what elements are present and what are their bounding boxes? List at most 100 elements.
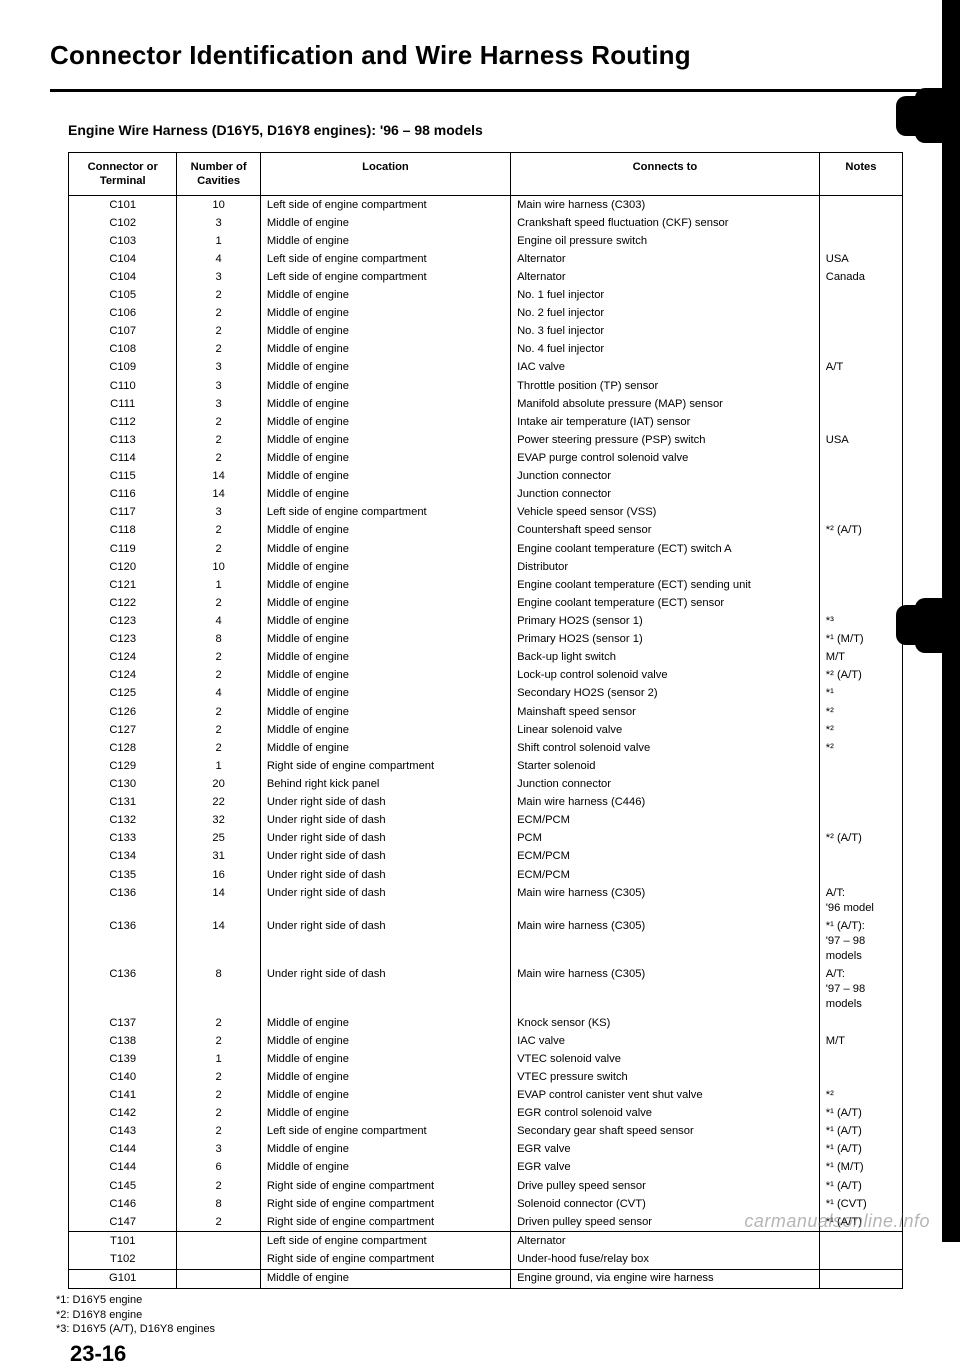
table-cell: Main wire harness (C446) bbox=[511, 794, 820, 812]
section-subtitle: Engine Wire Harness (D16Y5, D16Y8 engine… bbox=[68, 122, 920, 138]
table-cell: 10 bbox=[177, 558, 260, 576]
table-cell: 1 bbox=[177, 757, 260, 775]
table-row: C1242Middle of engineLock-up control sol… bbox=[69, 667, 903, 685]
table-cell: C131 bbox=[69, 794, 177, 812]
table-cell: 10 bbox=[177, 196, 260, 215]
th-connector: Connector or Terminal bbox=[69, 153, 177, 196]
table-row: C1282Middle of engineShift control solen… bbox=[69, 739, 903, 757]
table-cell: *¹ bbox=[819, 685, 902, 703]
table-cell: Middle of engine bbox=[260, 613, 510, 631]
table-cell bbox=[819, 594, 902, 612]
table-row: C1422Middle of engineEGR control solenoi… bbox=[69, 1105, 903, 1123]
table-cell: *¹ (A/T) bbox=[819, 1123, 902, 1141]
table-cell: C105 bbox=[69, 287, 177, 305]
table-cell bbox=[819, 468, 902, 486]
table-row: C1192Middle of engineEngine coolant temp… bbox=[69, 540, 903, 558]
table-cell: Middle of engine bbox=[260, 431, 510, 449]
table-cell: 14 bbox=[177, 468, 260, 486]
table-cell: 4 bbox=[177, 685, 260, 703]
table-cell: C109 bbox=[69, 359, 177, 377]
table-cell: Middle of engine bbox=[260, 323, 510, 341]
table-cell: Middle of engine bbox=[260, 1032, 510, 1050]
table-cell: Left side of engine compartment bbox=[260, 196, 510, 215]
table-row: C13431Under right side of dashECM/PCM bbox=[69, 848, 903, 866]
table-cell: C134 bbox=[69, 848, 177, 866]
table-cell: C121 bbox=[69, 576, 177, 594]
footnote-1: *1: D16Y5 engine bbox=[56, 1293, 920, 1308]
table-cell: 2 bbox=[177, 323, 260, 341]
table-cell: Main wire harness (C303) bbox=[511, 196, 820, 215]
table-row: C1452Right side of engine compartmentDri… bbox=[69, 1177, 903, 1195]
table-cell: Middle of engine bbox=[260, 685, 510, 703]
footnote-3: *3: D16Y5 (A/T), D16Y8 engines bbox=[56, 1322, 920, 1337]
table-cell: Middle of engine bbox=[260, 1050, 510, 1068]
table-cell: C115 bbox=[69, 468, 177, 486]
table-cell: Behind right kick panel bbox=[260, 776, 510, 794]
table-row: G101Middle of engineEngine ground, via e… bbox=[69, 1269, 903, 1288]
table-cell: 1 bbox=[177, 576, 260, 594]
table-cell bbox=[819, 757, 902, 775]
table-cell: Alternator bbox=[511, 250, 820, 268]
table-cell: Vehicle speed sensor (VSS) bbox=[511, 504, 820, 522]
table-cell: 14 bbox=[177, 884, 260, 917]
table-cell: 3 bbox=[177, 214, 260, 232]
table-cell: No. 2 fuel injector bbox=[511, 305, 820, 323]
table-cell bbox=[819, 395, 902, 413]
table-row: C11514Middle of engineJunction connector bbox=[69, 468, 903, 486]
table-cell: ECM/PCM bbox=[511, 812, 820, 830]
table-row: C12010Middle of engineDistributor bbox=[69, 558, 903, 576]
table-row: C1382Middle of engineIAC valveM/T bbox=[69, 1032, 903, 1050]
table-cell: C136 bbox=[69, 917, 177, 965]
table-cell: 32 bbox=[177, 812, 260, 830]
table-cell: Middle of engine bbox=[260, 721, 510, 739]
table-cell: 2 bbox=[177, 1177, 260, 1195]
table-cell: C141 bbox=[69, 1086, 177, 1104]
table-row: T102Right side of engine compartmentUnde… bbox=[69, 1250, 903, 1269]
table-cell: 2 bbox=[177, 287, 260, 305]
table-body-ground: G101Middle of engineEngine ground, via e… bbox=[69, 1269, 903, 1288]
table-cell: Under right side of dash bbox=[260, 866, 510, 884]
table-cell: Left side of engine compartment bbox=[260, 1232, 510, 1251]
table-cell: Main wire harness (C305) bbox=[511, 917, 820, 965]
table-cell: C130 bbox=[69, 776, 177, 794]
table-cell bbox=[819, 196, 902, 215]
table-cell: C127 bbox=[69, 721, 177, 739]
table-cell: 2 bbox=[177, 540, 260, 558]
table-cell: C129 bbox=[69, 757, 177, 775]
table-cell: Main wire harness (C305) bbox=[511, 966, 820, 1014]
table-row: C1432Left side of engine compartmentSeco… bbox=[69, 1123, 903, 1141]
table-cell: Under right side of dash bbox=[260, 917, 510, 965]
table-header-row: Connector or Terminal Number of Cavities… bbox=[69, 153, 903, 196]
table-row: C1391Middle of engineVTEC solenoid valve bbox=[69, 1050, 903, 1068]
table-cell: Under right side of dash bbox=[260, 830, 510, 848]
table-cell: Middle of engine bbox=[260, 576, 510, 594]
table-cell: *¹ (A/T) bbox=[819, 1177, 902, 1195]
table-cell: Left side of engine compartment bbox=[260, 1123, 510, 1141]
table-cell: 2 bbox=[177, 1123, 260, 1141]
table-row: C13614Under right side of dashMain wire … bbox=[69, 917, 903, 965]
table-row: C1446Middle of engineEGR valve*¹ (M/T) bbox=[69, 1159, 903, 1177]
table-cell: Middle of engine bbox=[260, 377, 510, 395]
table-row: C1173Left side of engine compartmentVehi… bbox=[69, 504, 903, 522]
table-cell: G101 bbox=[69, 1269, 177, 1288]
table-cell: Middle of engine bbox=[260, 1105, 510, 1123]
table-row: C1113Middle of engineManifold absolute p… bbox=[69, 395, 903, 413]
table-row: C1031Middle of engineEngine oil pressure… bbox=[69, 232, 903, 250]
table-cell bbox=[819, 486, 902, 504]
table-cell: C119 bbox=[69, 540, 177, 558]
table-cell: Middle of engine bbox=[260, 522, 510, 540]
table-cell bbox=[819, 504, 902, 522]
table-cell: Middle of engine bbox=[260, 287, 510, 305]
table-cell: Secondary HO2S (sensor 2) bbox=[511, 685, 820, 703]
table-body-terminals: T101Left side of engine compartmentAlter… bbox=[69, 1232, 903, 1269]
table-cell: 22 bbox=[177, 794, 260, 812]
table-cell: M/T bbox=[819, 649, 902, 667]
table-cell: No. 4 fuel injector bbox=[511, 341, 820, 359]
table-cell: Middle of engine bbox=[260, 1014, 510, 1032]
page: Connector Identification and Wire Harnes… bbox=[0, 0, 960, 1242]
table-cell: Manifold absolute pressure (MAP) sensor bbox=[511, 395, 820, 413]
table-row: C1254Middle of engineSecondary HO2S (sen… bbox=[69, 685, 903, 703]
footnote-2: *2: D16Y8 engine bbox=[56, 1308, 920, 1323]
table-row: C13122Under right side of dashMain wire … bbox=[69, 794, 903, 812]
table-row: C1093Middle of engineIAC valveA/T bbox=[69, 359, 903, 377]
